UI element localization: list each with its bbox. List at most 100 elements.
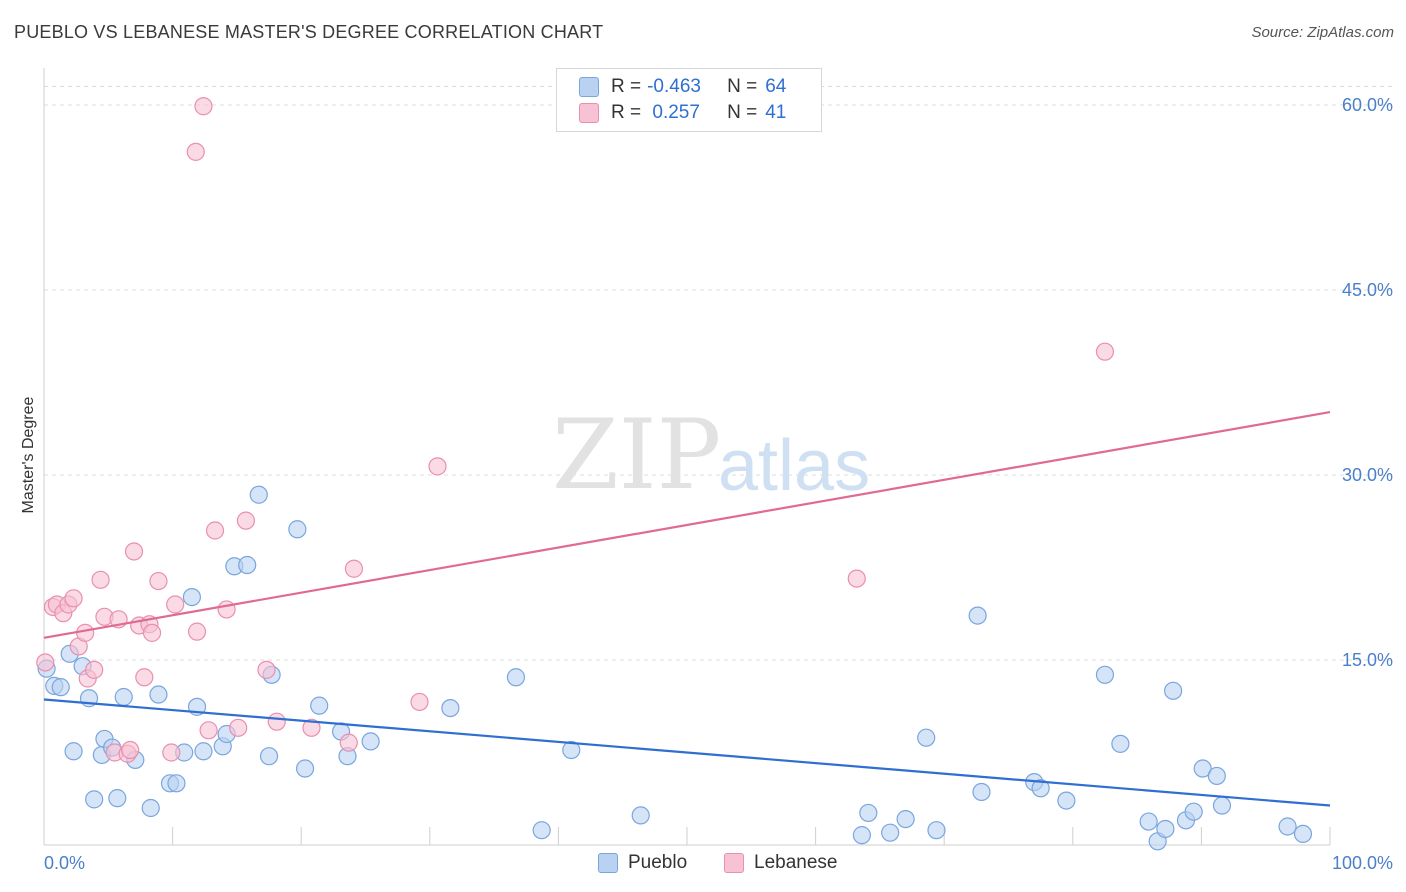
- point-pueblo: [1184, 802, 1203, 821]
- legend-r-label: R =: [611, 102, 642, 123]
- legend-row-pueblo: R = -0.463 N = 64: [579, 74, 786, 100]
- bottom-legend-lebanese: Lebanese: [724, 852, 837, 874]
- point-pueblo: [968, 606, 987, 625]
- point-pueblo: [295, 759, 315, 778]
- point-pueblo: [441, 698, 460, 718]
- legend-box: R = -0.463 N = 64 R = 0.257 N = 41: [556, 68, 822, 132]
- legend-swatch-lebanese: [579, 103, 599, 123]
- point-lebanese: [91, 570, 110, 589]
- point-lebanese: [64, 589, 83, 608]
- point-lebanese: [339, 733, 358, 752]
- trend-line-pueblo: [43, 698, 1331, 807]
- legend-r-label: R =: [611, 76, 642, 97]
- y-axis-label: Master's Degree: [20, 396, 37, 513]
- point-pueblo: [1293, 824, 1313, 844]
- point-pueblo: [1111, 734, 1130, 753]
- point-pueblo: [85, 790, 104, 809]
- point-pueblo: [1212, 796, 1232, 815]
- chart-title: PUEBLO VS LEBANESE MASTER'S DEGREE CORRE…: [14, 22, 604, 42]
- point-lebanese: [36, 653, 55, 672]
- point-pueblo: [361, 732, 380, 751]
- point-lebanese: [135, 668, 154, 687]
- point-pueblo: [972, 782, 991, 802]
- point-pueblo: [288, 520, 307, 539]
- point-pueblo: [1156, 819, 1175, 839]
- point-lebanese: [236, 511, 256, 530]
- point-pueblo: [1139, 812, 1158, 831]
- bottom-legend-swatch-pueblo: [598, 853, 618, 873]
- point-lebanese: [302, 718, 321, 737]
- point-pueblo: [532, 821, 551, 840]
- point-pueblo: [896, 809, 915, 829]
- point-lebanese: [847, 569, 866, 588]
- point-lebanese: [149, 571, 168, 591]
- point-lebanese: [194, 97, 213, 116]
- y-tick-label: 45.0%: [1342, 280, 1393, 300]
- trend-line-lebanese: [43, 411, 1331, 639]
- axes: [43, 68, 1331, 846]
- bottom-legend-label-lebanese: Lebanese: [754, 852, 838, 873]
- legend-n-value: 64: [765, 76, 787, 97]
- legend-row-lebanese: R = 0.257 N = 41: [579, 100, 786, 126]
- point-pueblo: [927, 821, 946, 840]
- point-lebanese: [229, 718, 248, 737]
- point-pueblo: [194, 742, 213, 761]
- point-pueblo: [259, 747, 279, 766]
- y-tick-label: 15.0%: [1342, 650, 1393, 670]
- watermark-atlas: atlas: [718, 426, 870, 506]
- y-tick-label: 60.0%: [1342, 95, 1393, 115]
- point-lebanese: [85, 660, 104, 679]
- point-lebanese: [166, 595, 185, 614]
- watermark-zip: ZIP: [552, 399, 721, 511]
- point-pueblo: [141, 798, 160, 818]
- point-pueblo: [167, 774, 186, 793]
- point-lebanese: [428, 457, 447, 476]
- point-pueblo: [881, 823, 900, 842]
- point-lebanese: [142, 623, 162, 642]
- point-pueblo: [1057, 791, 1076, 810]
- bottom-legend-label-pueblo: Pueblo: [628, 852, 688, 873]
- point-lebanese: [217, 600, 236, 619]
- point-lebanese: [1095, 342, 1115, 361]
- point-pueblo: [249, 485, 268, 504]
- x-tick-label: 100.0%: [1332, 853, 1393, 873]
- legend-n-label: N =: [727, 76, 758, 97]
- chart-source: Source: ZipAtlas.com: [1251, 24, 1394, 41]
- point-pueblo: [1193, 759, 1212, 778]
- tick-labels: 15.0% 30.0% 45.0% 60.0% 0.0% 100.0%: [44, 95, 1393, 873]
- point-pueblo: [859, 803, 878, 823]
- point-pueblo: [1207, 766, 1226, 786]
- point-pueblo: [1164, 681, 1183, 700]
- point-pueblo: [114, 687, 133, 707]
- point-lebanese: [187, 622, 207, 641]
- point-pueblo: [108, 789, 127, 808]
- point-pueblo: [1031, 779, 1050, 798]
- point-lebanese: [124, 542, 144, 561]
- legend-r-value: -0.463: [647, 76, 701, 97]
- point-pueblo: [1278, 817, 1297, 836]
- legend-n-value: 41: [765, 102, 787, 123]
- bottom-legend-pueblo: Pueblo: [598, 852, 687, 874]
- y-tick-label: 30.0%: [1342, 465, 1393, 485]
- point-lebanese: [267, 712, 286, 731]
- point-lebanese: [186, 142, 205, 161]
- point-pueblo: [1095, 665, 1115, 684]
- point-pueblo: [562, 740, 581, 760]
- point-lebanese: [199, 721, 218, 740]
- point-pueblo: [852, 826, 871, 845]
- point-pueblo: [182, 587, 201, 607]
- legend-swatch-pueblo: [579, 77, 599, 97]
- point-lebanese: [410, 692, 429, 712]
- bottom-legend-swatch-lebanese: [724, 853, 744, 873]
- point-pueblo: [149, 685, 168, 704]
- point-pueblo: [64, 742, 83, 761]
- point-lebanese: [344, 559, 364, 578]
- point-lebanese: [76, 623, 95, 642]
- trend-lines: [43, 411, 1331, 807]
- point-pueblo: [917, 728, 936, 747]
- legend-n-label: N =: [727, 102, 758, 123]
- data-points: [36, 97, 1313, 851]
- point-pueblo: [238, 555, 257, 575]
- point-lebanese: [162, 743, 181, 762]
- legend-r-value: 0.257: [647, 102, 700, 123]
